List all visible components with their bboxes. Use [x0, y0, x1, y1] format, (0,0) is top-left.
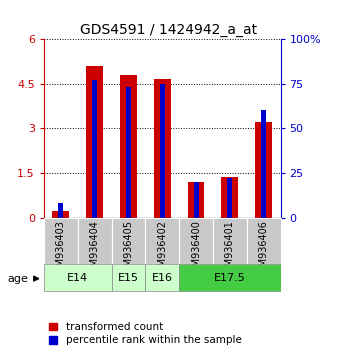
FancyBboxPatch shape — [145, 264, 179, 291]
Text: GSM936403: GSM936403 — [56, 220, 66, 279]
Bar — [58, 204, 64, 218]
FancyBboxPatch shape — [78, 218, 112, 264]
FancyBboxPatch shape — [44, 218, 78, 264]
Bar — [86, 66, 103, 218]
FancyBboxPatch shape — [112, 218, 145, 264]
Bar — [221, 177, 238, 218]
FancyBboxPatch shape — [44, 264, 112, 291]
Text: GSM936404: GSM936404 — [90, 220, 100, 279]
Bar — [227, 178, 232, 218]
Text: E16: E16 — [152, 273, 173, 283]
FancyBboxPatch shape — [179, 218, 213, 264]
Bar — [126, 87, 131, 218]
Bar — [92, 80, 97, 218]
Text: GDS4591 / 1424942_a_at: GDS4591 / 1424942_a_at — [80, 23, 258, 37]
Text: GSM936400: GSM936400 — [191, 220, 201, 279]
Bar — [188, 182, 204, 218]
FancyBboxPatch shape — [179, 264, 281, 291]
FancyBboxPatch shape — [112, 264, 145, 291]
Text: GSM936406: GSM936406 — [259, 220, 269, 279]
Bar — [193, 182, 198, 218]
Bar — [255, 122, 272, 218]
Bar — [52, 211, 69, 218]
Bar — [160, 84, 165, 218]
Text: E17.5: E17.5 — [214, 273, 246, 283]
Text: E15: E15 — [118, 273, 139, 283]
Text: GSM936402: GSM936402 — [157, 220, 167, 279]
Legend: transformed count, percentile rank within the sample: transformed count, percentile rank withi… — [49, 322, 242, 345]
FancyBboxPatch shape — [247, 218, 281, 264]
Text: GSM936401: GSM936401 — [225, 220, 235, 279]
FancyBboxPatch shape — [145, 218, 179, 264]
FancyBboxPatch shape — [213, 218, 247, 264]
Bar — [154, 79, 171, 218]
Text: age: age — [7, 274, 28, 284]
Bar — [120, 75, 137, 218]
Bar — [261, 110, 266, 218]
Text: GSM936405: GSM936405 — [123, 220, 134, 279]
Text: E14: E14 — [67, 273, 88, 283]
